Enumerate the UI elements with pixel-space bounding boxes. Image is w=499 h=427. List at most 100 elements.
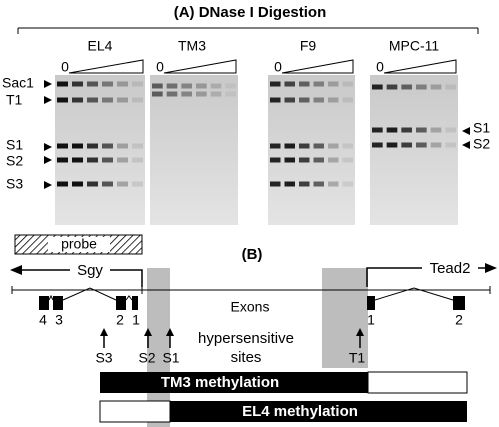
gel-band (328, 81, 339, 87)
introns (48, 287, 454, 301)
exon-number: 2 (116, 312, 124, 328)
gel-band (386, 127, 398, 133)
gel-band (299, 143, 310, 149)
gel-band (416, 84, 427, 90)
gel-band (132, 181, 143, 187)
methylation-bar (100, 372, 368, 393)
gel-band (117, 181, 128, 187)
gel (55, 75, 145, 225)
gel-band (166, 83, 178, 89)
gel-band (87, 143, 98, 149)
gel-band (430, 127, 442, 133)
methylation-bar (170, 401, 467, 422)
gel-band (181, 91, 192, 97)
gel-band (72, 81, 83, 87)
gel-band (386, 84, 398, 90)
gel-band (210, 91, 222, 97)
marker-label: S2 (6, 153, 23, 169)
marker-label: S1 (6, 137, 23, 153)
gel-band (225, 83, 236, 89)
gel-band (313, 143, 324, 149)
gel-band (152, 91, 163, 97)
gel-band (132, 81, 143, 87)
gel-band (87, 97, 98, 103)
gel-band (87, 157, 98, 163)
gel (150, 75, 238, 225)
gel-band (284, 143, 295, 149)
exon-number: 1 (132, 312, 140, 328)
gel-band (299, 97, 310, 103)
lane-zero: 0 (274, 59, 282, 75)
wedge (68, 59, 144, 74)
gel-band (328, 143, 339, 149)
gel-band (299, 81, 310, 87)
site-arrows (103, 334, 361, 348)
locus-ticks (11, 286, 491, 294)
marker-label: S2 (473, 136, 490, 152)
gel-band (57, 157, 68, 163)
gel-band (284, 97, 295, 103)
gel-band (445, 142, 456, 148)
methylation-label: TM3 methylation (161, 374, 279, 391)
gel-band (166, 91, 178, 97)
gel-band (87, 81, 98, 87)
gel-band (401, 142, 412, 148)
gel-band (313, 181, 324, 187)
gel-band (102, 157, 113, 163)
lane-label: TM3 (178, 38, 206, 54)
methylation-bar (99, 400, 171, 423)
gel-band (284, 181, 295, 187)
panel-a-title: (A) DNase I Digestion (174, 4, 327, 21)
gel-band (57, 181, 68, 187)
gel-band (328, 157, 339, 163)
probe-label: probe (61, 236, 97, 252)
lane-zero: 0 (376, 59, 384, 75)
gel-band (270, 97, 281, 103)
gel-band (342, 81, 353, 87)
gel-band (372, 84, 383, 90)
gel-band (313, 81, 324, 87)
gel-band (102, 97, 113, 103)
gel-band (57, 97, 68, 103)
gel-band (372, 127, 383, 133)
gene-label: Sgy (77, 262, 103, 279)
site-arrowheads (100, 328, 364, 336)
gel-band (342, 97, 353, 103)
gel-band (270, 143, 281, 149)
hs-label: hypersensitive (198, 330, 294, 347)
gel-band (132, 143, 143, 149)
gel-band (72, 181, 83, 187)
gel-band (313, 97, 324, 103)
gel-band (225, 91, 236, 97)
gel-band (284, 157, 295, 163)
gel-band (270, 81, 281, 87)
gel-band (328, 181, 339, 187)
arrow-head (10, 265, 22, 275)
gel-band (342, 181, 353, 187)
lane-zero: 0 (61, 59, 69, 75)
probe-label-bg (48, 237, 110, 252)
gel-band (270, 181, 281, 187)
gel-band (102, 81, 113, 87)
gel-band (57, 81, 68, 87)
gel-band (72, 143, 83, 149)
methylation-label: EL4 methylation (242, 403, 358, 420)
panel-b-label: (B) (242, 246, 263, 263)
gel-band (117, 157, 128, 163)
lane-label: MPC-11 (389, 38, 440, 54)
gel-band (401, 127, 412, 133)
gel-band (117, 143, 128, 149)
exon-number: 4 (39, 312, 47, 328)
gel-band (132, 157, 143, 163)
lane-zero: 0 (156, 59, 164, 75)
gene-label-bg (422, 260, 478, 276)
marker-label: Sac1 (2, 75, 34, 91)
gel-band (372, 142, 383, 148)
gel-band (117, 81, 128, 87)
exon-number: 1 (367, 312, 375, 328)
hs-label: sites (231, 349, 262, 366)
gel-band (196, 91, 207, 97)
gel-band (102, 181, 113, 187)
exon-number: 2 (455, 312, 463, 328)
gel-band (342, 157, 353, 163)
